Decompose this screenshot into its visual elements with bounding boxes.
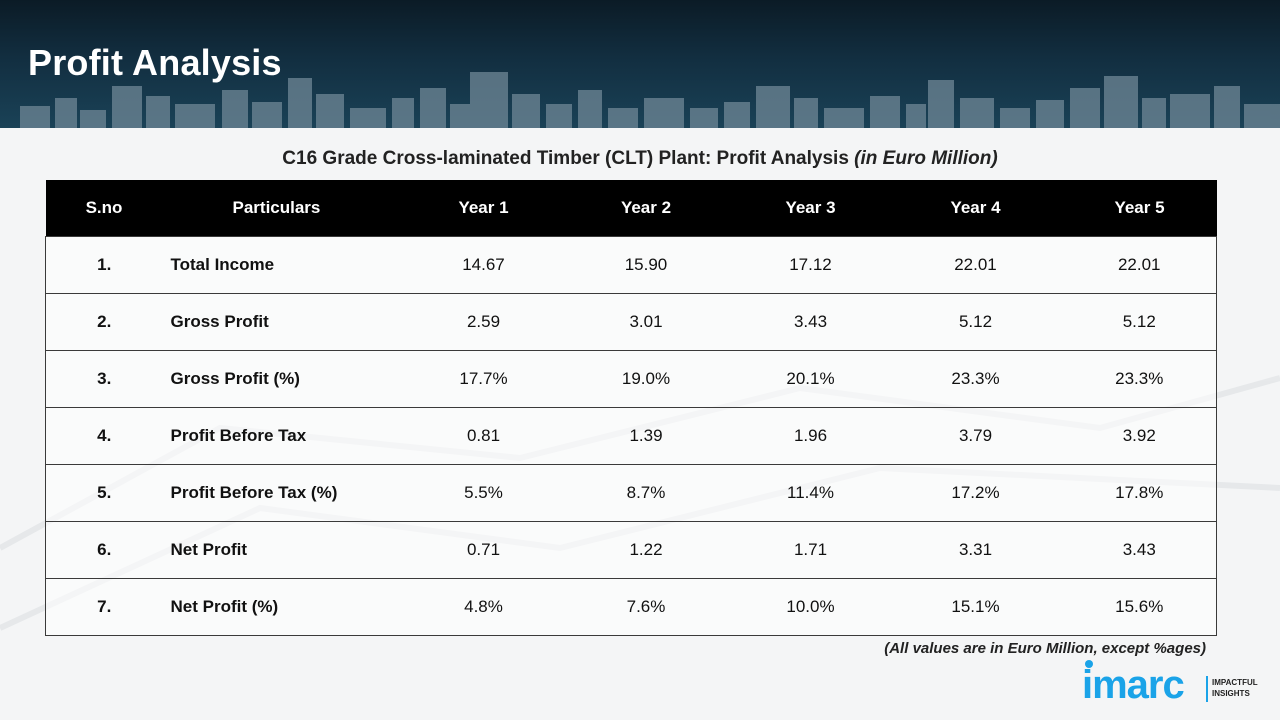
table-title-text: C16 Grade Cross-laminated Timber (CLT) P…	[282, 148, 849, 169]
table-title-unit: (in Euro Million)	[854, 148, 998, 169]
table-row: 3. Gross Profit (%) 17.7% 19.0% 20.1% 23…	[45, 349, 1217, 407]
row-value-year-2: 19.0%	[559, 349, 733, 407]
row-value-year-5: 17.8%	[1062, 463, 1217, 521]
logo-wordmark: imarc	[1082, 663, 1185, 707]
table-row: 6. Net Profit 0.71 1.22 1.71 3.31 3.43	[45, 520, 1217, 578]
column-header-year-5: Year 5	[1062, 180, 1217, 236]
row-value-year-2: 1.39	[559, 406, 733, 464]
row-value-year-1: 2.59	[407, 292, 560, 350]
logo-separator	[1206, 676, 1208, 702]
row-value-year-3: 3.43	[732, 292, 889, 350]
row-particular: Gross Profit	[162, 292, 408, 350]
column-header-year-3: Year 3	[732, 180, 889, 236]
logo-tagline: IMPACTFUL INSIGHTS	[1212, 677, 1262, 699]
city-skyline-decoration	[20, 72, 1280, 128]
logo-tagline-line-2: INSIGHTS	[1212, 689, 1250, 698]
row-sno: 5.	[45, 463, 163, 521]
row-particular: Profit Before Tax (%)	[162, 463, 408, 521]
table-header-row: S.no Particulars Year 1 Year 2 Year 3 Ye…	[45, 180, 1217, 236]
row-value-year-2: 3.01	[559, 292, 733, 350]
row-sno: 7.	[45, 577, 163, 636]
logo-dot-icon	[1085, 660, 1093, 668]
logo-tagline-line-1: IMPACTFUL	[1212, 678, 1258, 687]
row-particular: Total Income	[162, 235, 408, 293]
table-row: 7. Net Profit (%) 4.8% 7.6% 10.0% 15.1% …	[45, 577, 1217, 636]
row-value-year-1: 0.81	[407, 406, 560, 464]
row-particular: Gross Profit (%)	[162, 349, 408, 407]
imarc-logo: imarc IMPACTFUL INSIGHTS	[1082, 660, 1262, 710]
row-value-year-1: 0.71	[407, 520, 560, 578]
table-row: 5. Profit Before Tax (%) 5.5% 8.7% 11.4%…	[45, 463, 1217, 521]
row-value-year-4: 22.01	[888, 235, 1063, 293]
table-title: C16 Grade Cross-laminated Timber (CLT) P…	[0, 148, 1280, 170]
column-header-year-2: Year 2	[559, 180, 733, 236]
column-header-sno: S.no	[45, 180, 163, 236]
row-value-year-1: 4.8%	[407, 577, 560, 636]
row-value-year-3: 17.12	[732, 235, 889, 293]
row-sno: 4.	[45, 406, 163, 464]
row-value-year-4: 17.2%	[888, 463, 1063, 521]
row-value-year-4: 23.3%	[888, 349, 1063, 407]
row-sno: 6.	[45, 520, 163, 578]
row-value-year-4: 15.1%	[888, 577, 1063, 636]
row-value-year-3: 11.4%	[732, 463, 889, 521]
row-value-year-5: 23.3%	[1062, 349, 1217, 407]
row-value-year-5: 15.6%	[1062, 577, 1217, 636]
footnote: (All values are in Euro Million, except …	[884, 640, 1206, 657]
row-value-year-5: 22.01	[1062, 235, 1217, 293]
row-value-year-3: 20.1%	[732, 349, 889, 407]
page-title: Profit Analysis	[28, 42, 282, 83]
row-particular: Net Profit	[162, 520, 408, 578]
row-value-year-4: 3.79	[888, 406, 1063, 464]
row-value-year-3: 1.96	[732, 406, 889, 464]
table-row: 4. Profit Before Tax 0.81 1.39 1.96 3.79…	[45, 406, 1217, 464]
header-banner: Profit Analysis	[0, 0, 1280, 128]
row-sno: 1.	[45, 235, 163, 293]
row-sno: 2.	[45, 292, 163, 350]
row-value-year-2: 7.6%	[559, 577, 733, 636]
row-value-year-1: 17.7%	[407, 349, 560, 407]
column-header-particulars: Particulars	[162, 180, 408, 236]
row-value-year-3: 1.71	[732, 520, 889, 578]
row-value-year-5: 3.43	[1062, 520, 1217, 578]
column-header-year-1: Year 1	[407, 180, 560, 236]
profit-analysis-table: S.no Particulars Year 1 Year 2 Year 3 Ye…	[45, 180, 1217, 636]
row-sno: 3.	[45, 349, 163, 407]
row-value-year-2: 15.90	[559, 235, 733, 293]
row-value-year-2: 8.7%	[559, 463, 733, 521]
row-value-year-5: 3.92	[1062, 406, 1217, 464]
row-value-year-5: 5.12	[1062, 292, 1217, 350]
table-row: 2. Gross Profit 2.59 3.01 3.43 5.12 5.12	[45, 292, 1217, 350]
column-header-year-4: Year 4	[888, 180, 1063, 236]
row-value-year-4: 5.12	[888, 292, 1063, 350]
row-value-year-2: 1.22	[559, 520, 733, 578]
row-value-year-3: 10.0%	[732, 577, 889, 636]
row-value-year-4: 3.31	[888, 520, 1063, 578]
row-value-year-1: 5.5%	[407, 463, 560, 521]
row-value-year-1: 14.67	[407, 235, 560, 293]
table-row: 1. Total Income 14.67 15.90 17.12 22.01 …	[45, 235, 1217, 293]
row-particular: Profit Before Tax	[162, 406, 408, 464]
row-particular: Net Profit (%)	[162, 577, 408, 636]
